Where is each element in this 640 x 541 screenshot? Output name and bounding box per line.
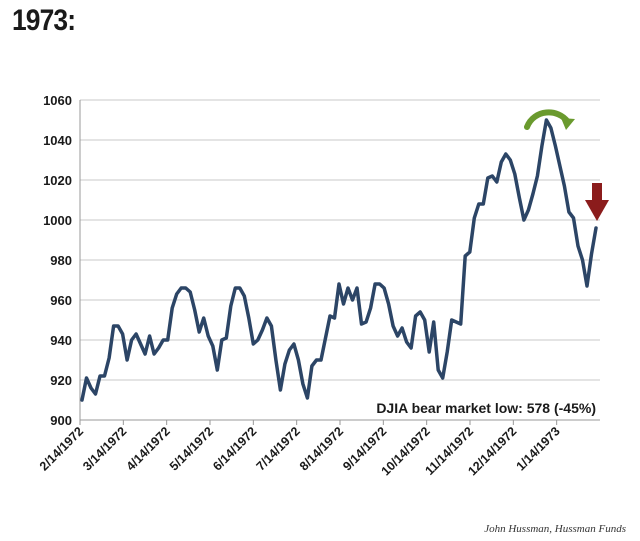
x-tick-label: 3/14/1972: [80, 424, 129, 473]
page-heading: 1973:: [12, 4, 76, 37]
y-tick-label: 1040: [43, 133, 72, 148]
y-tick-label: 1020: [43, 173, 72, 188]
rounded-top-arrowhead-icon: [561, 118, 575, 130]
gridlines: [80, 99, 600, 381]
x-tick-label: 4/14/1972: [124, 424, 173, 473]
x-tick-label: 2/14/1972: [37, 424, 86, 473]
x-tick-label: 6/14/1972: [210, 424, 259, 473]
y-tick-labels: 900 920 940 960 980 1000 1020 1040 1060: [43, 93, 72, 428]
y-tick-label: 1060: [43, 93, 72, 108]
y-tick-label: 980: [50, 253, 72, 268]
x-tick-labels: 2/14/19723/14/19724/14/19725/14/19726/14…: [37, 420, 563, 478]
bear-market-annotation: DJIA bear market low: 578 (-45%): [376, 400, 596, 416]
x-tick-label: 7/14/1972: [254, 424, 303, 473]
y-tick-label: 920: [50, 373, 72, 388]
x-tick-label: 1/14/1973: [514, 424, 563, 473]
x-tick-label: 5/14/1972: [167, 424, 216, 473]
y-tick-label: 940: [50, 333, 72, 348]
y-tick-label: 900: [50, 413, 72, 428]
x-tick-label: 8/14/1972: [297, 424, 346, 473]
y-tick-label: 960: [50, 293, 72, 308]
djia-series-line: [80, 118, 598, 402]
credit-line: John Hussman, Hussman Funds: [484, 523, 626, 535]
down-arrow-icon: [585, 183, 609, 221]
y-tick-label: 1000: [43, 213, 72, 228]
